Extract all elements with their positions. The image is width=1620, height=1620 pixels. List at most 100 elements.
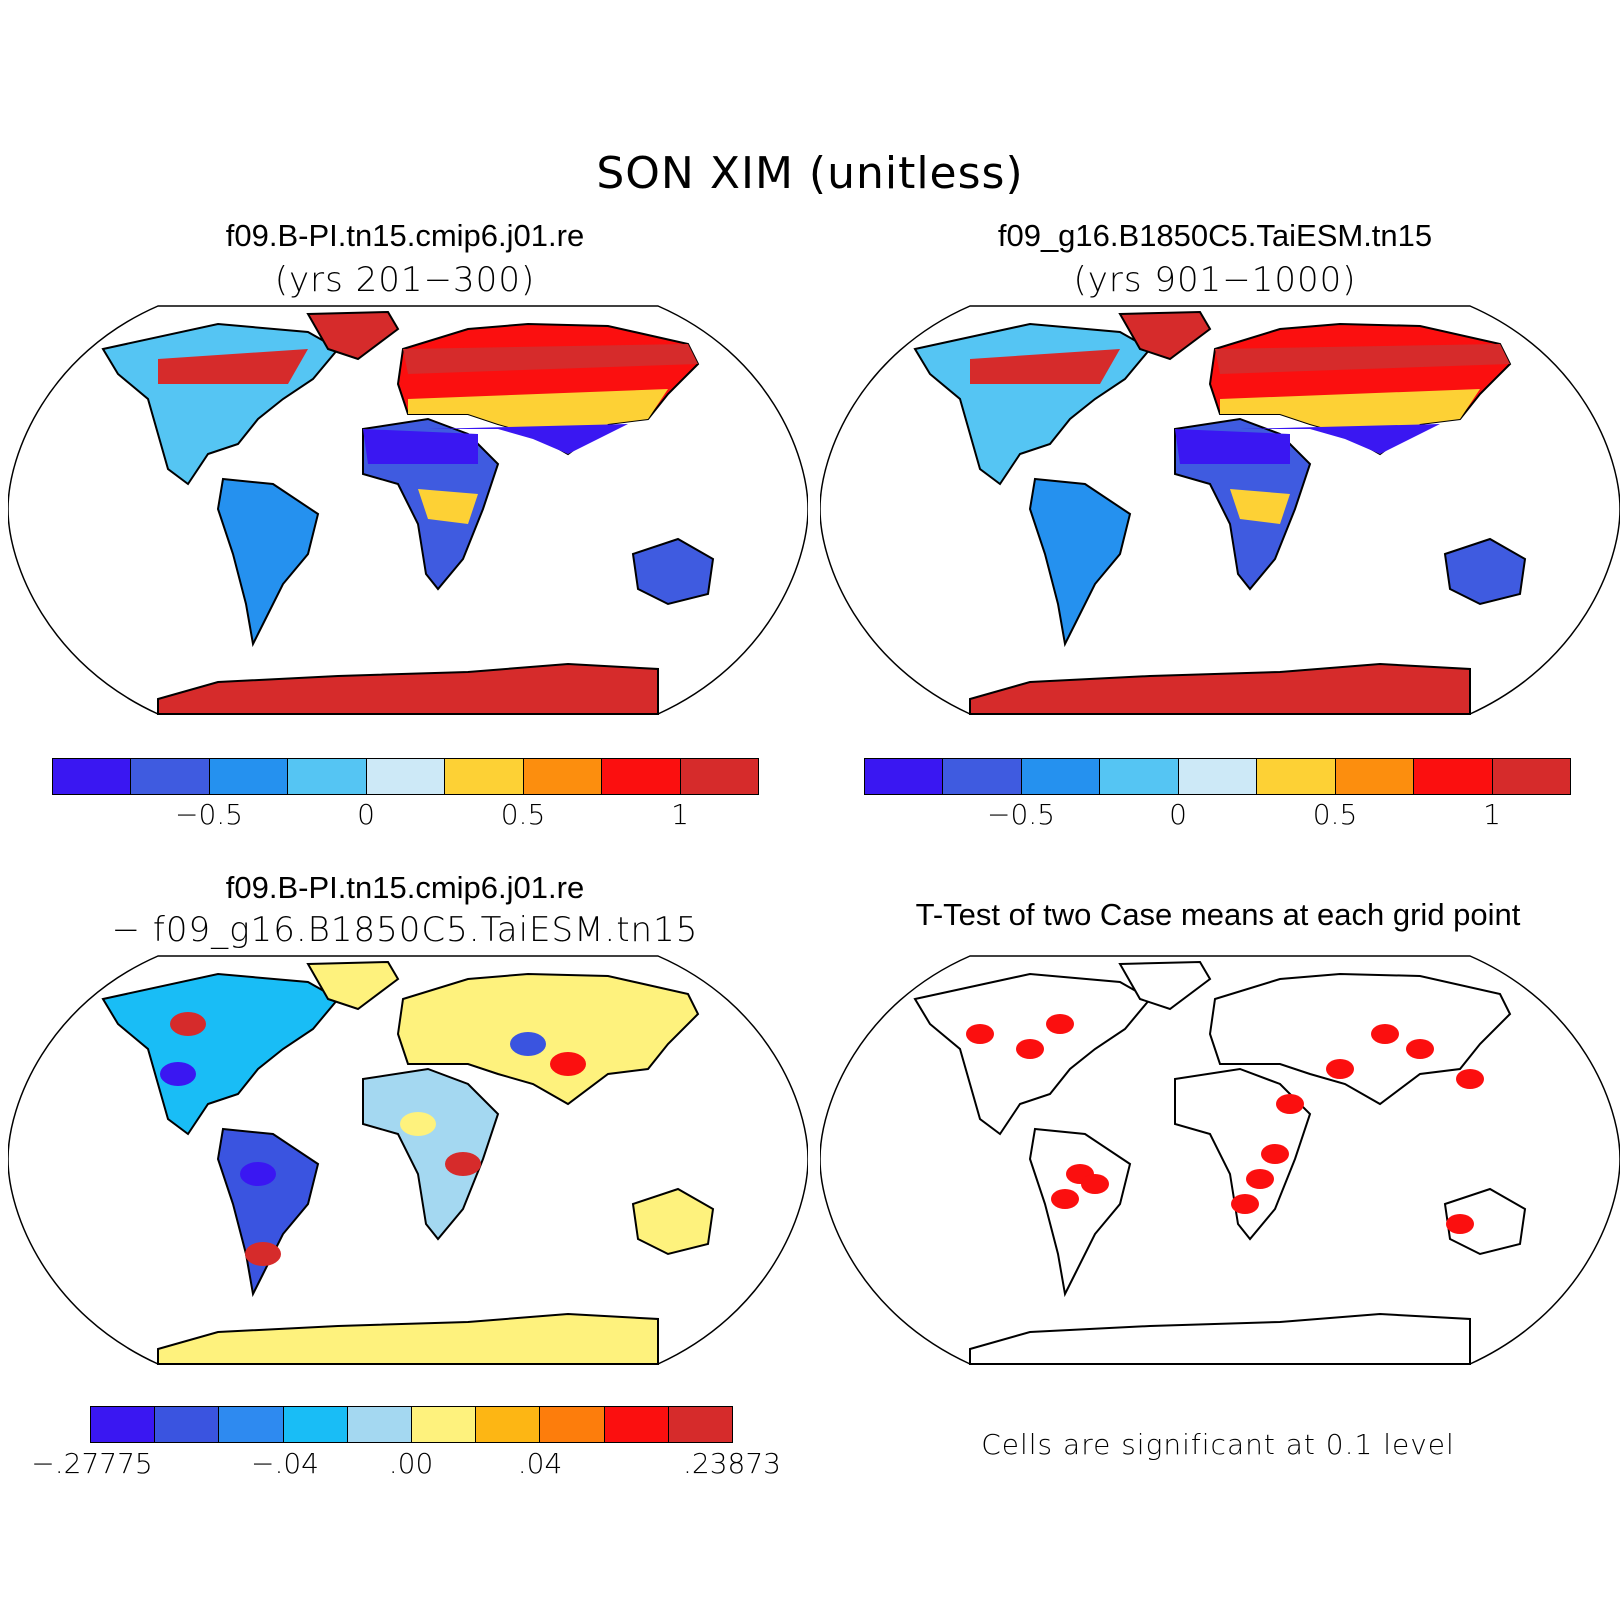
zone-band	[158, 349, 308, 384]
colorbar-swatch	[288, 759, 367, 794]
significance-note: Cells are significant at 0.1 level	[981, 1428, 1455, 1461]
colorbar-swatch	[53, 759, 132, 794]
panel1-subtitle: (yrs 201−300)	[274, 260, 536, 300]
colorbar-swatch	[1335, 759, 1415, 794]
anomaly-patch	[400, 1112, 436, 1136]
map-difference	[8, 955, 808, 1365]
colorbar-swatch	[1492, 759, 1570, 794]
colorbar-swatch	[602, 759, 681, 794]
zone-band	[1175, 429, 1290, 464]
cbar3-tick-label: .00	[388, 1447, 434, 1480]
significant-cell	[1406, 1039, 1434, 1059]
figure-title: SON XIM (unitless)	[596, 148, 1024, 199]
colorbar-swatch	[445, 759, 524, 794]
colorbar-swatch	[476, 1407, 541, 1442]
colorbar-swatch	[155, 1407, 220, 1442]
zone-band	[1220, 389, 1480, 454]
panel2-title: f09_g16.B1850C5.TaiESM.tn15	[997, 218, 1433, 253]
zone-band	[428, 424, 628, 454]
colorbar-case1	[52, 758, 759, 795]
panel4-title: T-Test of two Case means at each grid po…	[915, 897, 1521, 932]
land-sa	[1028, 1127, 1132, 1298]
colorbar-swatch	[943, 759, 1022, 794]
cbar3-tick-label: −.27775	[31, 1447, 153, 1480]
significant-cell	[1231, 1194, 1259, 1214]
colorbar-swatch	[680, 759, 758, 794]
cbar2-tick-label: 1	[1483, 798, 1501, 831]
colorbar-swatch	[540, 1407, 605, 1442]
cbar1-tick-label: 1	[671, 798, 689, 831]
colorbar-swatch	[668, 1407, 733, 1442]
colorbar-swatch	[283, 1407, 348, 1442]
significant-cell	[966, 1024, 994, 1044]
map-border	[820, 955, 1620, 1365]
colorbar-swatch	[209, 759, 289, 794]
significant-cell	[1456, 1069, 1484, 1089]
colorbar-swatch	[219, 1407, 284, 1442]
colorbar-swatch	[1257, 759, 1336, 794]
cbar2-tick-label: −0.5	[987, 798, 1055, 831]
cbar1-tick-label: 0	[357, 798, 375, 831]
cbar1-tick-label: −0.5	[175, 798, 243, 831]
anomaly-patch	[245, 1242, 281, 1266]
anomaly-patch	[170, 1012, 206, 1036]
significant-cell	[1046, 1014, 1074, 1034]
anomaly-patch	[445, 1152, 481, 1176]
significant-cell	[1276, 1094, 1304, 1114]
land-sa	[1028, 477, 1132, 648]
zone-band	[1215, 344, 1510, 374]
map-border	[8, 305, 808, 715]
significant-cell	[1371, 1024, 1399, 1044]
panel3-subtitle: − f09_g16.B1850C5.TaiESM.tn15	[111, 910, 699, 950]
significant-cell	[1326, 1059, 1354, 1079]
significant-cell	[1051, 1189, 1079, 1209]
significant-cell	[1246, 1169, 1274, 1189]
panel2-subtitle: (yrs 901−1000)	[1073, 260, 1357, 300]
colorbar-swatch	[1178, 759, 1258, 794]
colorbar-swatch	[1100, 759, 1179, 794]
map-ttest-significance	[820, 955, 1620, 1365]
colorbar-swatch	[865, 759, 944, 794]
zone-band	[1230, 489, 1290, 524]
anomaly-patch	[240, 1162, 276, 1186]
colorbar-case2	[864, 758, 1571, 795]
land-na	[101, 972, 340, 1136]
map-case1	[8, 305, 808, 715]
cbar2-tick-label: 0.5	[1312, 798, 1358, 831]
anomaly-patch	[160, 1062, 196, 1086]
land-gl	[1118, 960, 1212, 1011]
zone-band	[408, 389, 668, 454]
colorbar-swatch	[1021, 759, 1101, 794]
anomaly-patch	[550, 1052, 586, 1076]
cbar1-tick-label: 0.5	[500, 798, 546, 831]
land-au	[1443, 1187, 1527, 1256]
significant-cell	[1016, 1039, 1044, 1059]
significant-cell	[1081, 1174, 1109, 1194]
land-sa	[216, 477, 320, 648]
colorbar-swatch	[131, 759, 210, 794]
zone-band	[363, 429, 478, 464]
panel3-title: f09.B-PI.tn15.cmip6.j01.re	[225, 870, 585, 905]
land-af	[1174, 1067, 1312, 1241]
land-gl	[1118, 310, 1212, 361]
land-eu	[396, 972, 700, 1106]
panel1-title: f09.B-PI.tn15.cmip6.j01.re	[225, 218, 585, 253]
zone-band	[1240, 424, 1440, 454]
colorbar-swatch	[604, 1407, 669, 1442]
zone-band	[403, 344, 698, 374]
colorbar-difference	[90, 1406, 733, 1443]
land-gl	[306, 310, 400, 361]
colorbar-swatch	[366, 759, 446, 794]
zone-band	[970, 349, 1120, 384]
cbar2-tick-label: 0	[1169, 798, 1187, 831]
map-border	[820, 305, 1620, 715]
colorbar-swatch	[412, 1407, 477, 1442]
significant-cell	[1446, 1214, 1474, 1234]
land-gl	[306, 960, 400, 1011]
cbar3-tick-label: .23873	[683, 1447, 781, 1480]
cbar3-tick-label: .04	[517, 1447, 563, 1480]
significant-cell	[1261, 1144, 1289, 1164]
cbar3-tick-label: −.04	[251, 1447, 319, 1480]
map-border	[8, 955, 808, 1365]
colorbar-swatch	[347, 1407, 413, 1442]
